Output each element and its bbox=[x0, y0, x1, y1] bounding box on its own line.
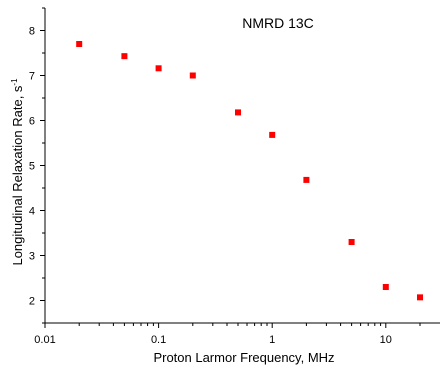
data-point bbox=[269, 131, 276, 138]
x-axis-label: Proton Larmor Frequency, MHz bbox=[153, 350, 334, 365]
y-axis-label: Longitudinal Relaxation Rate, s-1 bbox=[10, 78, 25, 266]
y-tick-label: 2 bbox=[29, 296, 35, 308]
x-tick-label: 0.1 bbox=[151, 334, 166, 346]
ticks: 2 3 4 5 6 7 8 0.01 0.1 1 10 bbox=[29, 7, 421, 346]
data-point bbox=[76, 41, 83, 47]
y-tick-label: 4 bbox=[29, 206, 35, 218]
y-tick-label: 8 bbox=[29, 26, 35, 38]
data-point bbox=[235, 109, 242, 116]
y-tick-label: 7 bbox=[29, 71, 35, 83]
data-point bbox=[382, 284, 389, 290]
data-point bbox=[303, 176, 310, 183]
y-tick-label: 5 bbox=[29, 161, 35, 173]
data-points bbox=[76, 41, 423, 301]
data-point bbox=[121, 53, 128, 60]
y-tick-label: 6 bbox=[29, 116, 35, 128]
data-point bbox=[416, 294, 423, 301]
y-tick-label: 3 bbox=[29, 251, 35, 263]
chart-title: NMRD 13C bbox=[242, 15, 314, 31]
x-tick-label: 1 bbox=[269, 334, 275, 346]
data-point bbox=[189, 72, 196, 79]
y-axis-label-superscript: -1 bbox=[10, 78, 19, 86]
data-point bbox=[348, 239, 355, 245]
y-axis-label-main: Longitudinal Relaxation Rate, s bbox=[10, 85, 25, 265]
axes bbox=[44, 8, 440, 324]
x-tick-label: 0.01 bbox=[34, 334, 55, 346]
data-point bbox=[155, 65, 162, 72]
x-tick-label: 10 bbox=[380, 334, 392, 346]
